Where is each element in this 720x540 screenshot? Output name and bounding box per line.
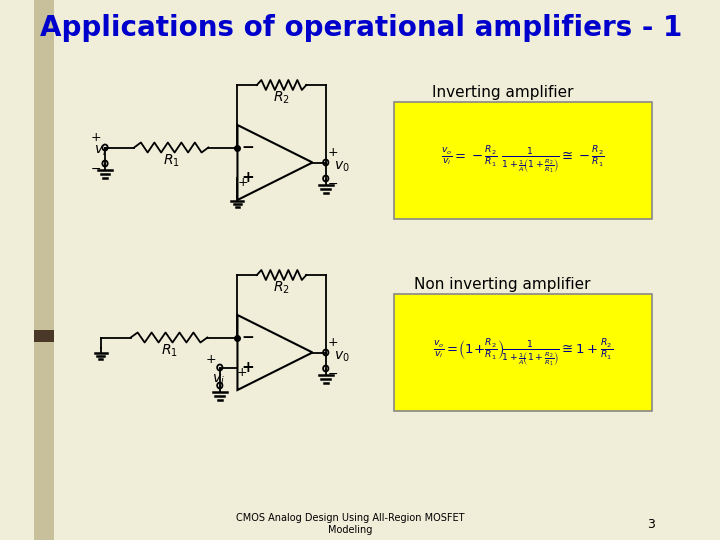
Text: +: + — [328, 336, 338, 349]
Text: $R_1$: $R_1$ — [161, 342, 177, 359]
Text: +: + — [206, 353, 216, 366]
FancyBboxPatch shape — [394, 102, 652, 219]
Text: $v_0$: $v_0$ — [333, 349, 349, 364]
Text: $v_0$: $v_0$ — [333, 159, 349, 174]
Text: $R_2$: $R_2$ — [273, 90, 290, 106]
Text: +: + — [238, 176, 248, 189]
Bar — [35, 0, 54, 540]
Text: Applications of operational amplifiers - 1: Applications of operational amplifiers -… — [40, 14, 683, 42]
Text: $\frac{v_o}{v_i} = \!\left(1\!+\!\frac{R_2}{R_1}\right)\!\frac{1}{1+\frac{1}{A}\: $\frac{v_o}{v_i} = \!\left(1\!+\!\frac{R… — [433, 338, 613, 368]
Bar — [35, 330, 54, 342]
Text: Inverting amplifier: Inverting amplifier — [431, 84, 573, 99]
Text: −: − — [328, 368, 338, 381]
Text: $\frac{v_o}{v_i} = -\frac{R_2}{R_1}\ \frac{1}{1+\frac{1}{A}\!\left(1+\frac{R_2}{: $\frac{v_o}{v_i} = -\frac{R_2}{R_1}\ \fr… — [441, 145, 605, 176]
Text: $v_i$: $v_i$ — [94, 143, 107, 158]
Text: +: + — [328, 146, 338, 159]
Text: $v_i$: $v_i$ — [212, 372, 225, 387]
Text: $R_2$: $R_2$ — [273, 280, 290, 296]
Text: +: + — [242, 360, 254, 375]
Text: −: − — [242, 330, 254, 345]
Text: 3: 3 — [647, 517, 654, 530]
Text: +: + — [91, 131, 102, 144]
Text: −: − — [91, 163, 102, 176]
Text: Non inverting amplifier: Non inverting amplifier — [414, 278, 590, 293]
Text: +: + — [242, 170, 254, 185]
Text: $R_1$: $R_1$ — [163, 152, 180, 168]
Text: −: − — [328, 178, 338, 191]
Text: +: + — [237, 366, 247, 379]
Text: −: − — [242, 140, 254, 155]
FancyBboxPatch shape — [394, 294, 652, 411]
Text: CMOS Analog Design Using All-Region MOSFET
Modeling: CMOS Analog Design Using All-Region MOSF… — [236, 513, 464, 535]
